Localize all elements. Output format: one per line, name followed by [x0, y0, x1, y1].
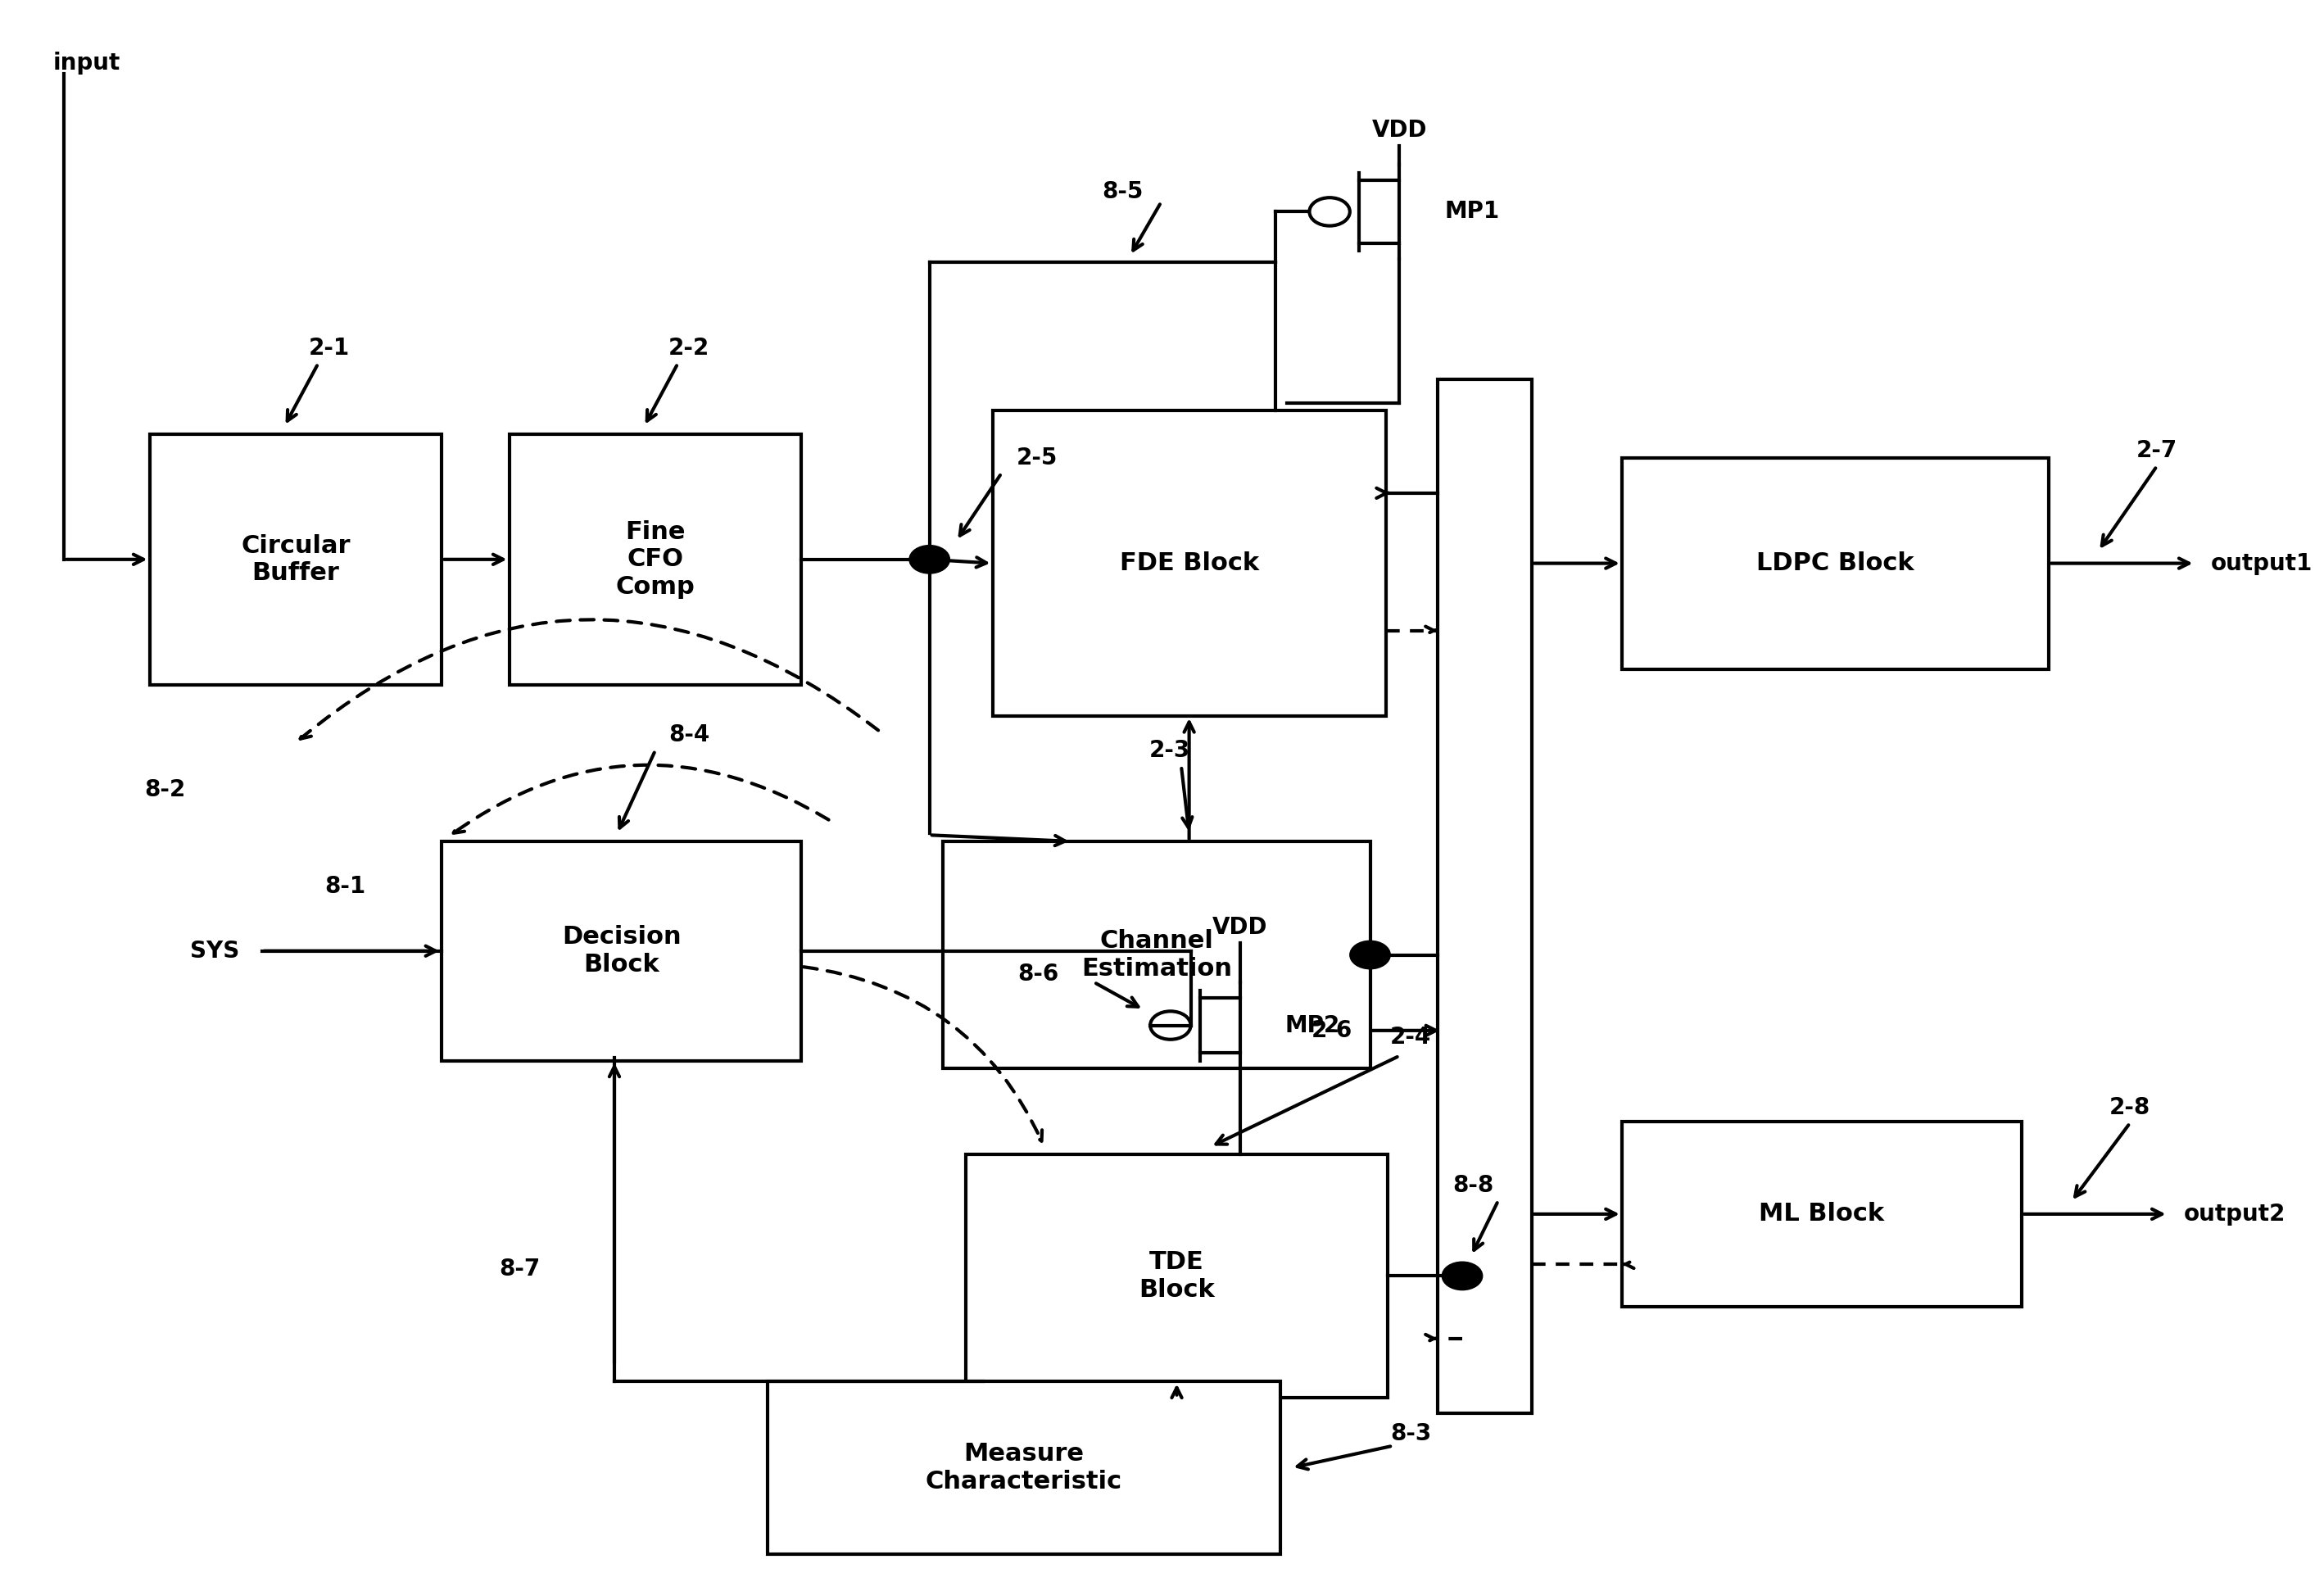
FancyBboxPatch shape — [1622, 1122, 2022, 1307]
Text: 8-7: 8-7 — [500, 1257, 541, 1280]
FancyBboxPatch shape — [509, 434, 802, 684]
Text: MP2: MP2 — [1285, 1015, 1341, 1037]
Text: VDD: VDD — [1213, 915, 1269, 939]
Text: 8-2: 8-2 — [144, 779, 186, 801]
Text: Circular
Buffer: Circular Buffer — [242, 533, 351, 585]
Text: FDE Block: FDE Block — [1120, 552, 1260, 576]
FancyBboxPatch shape — [442, 842, 802, 1060]
FancyBboxPatch shape — [767, 1381, 1281, 1554]
Text: LDPC Block: LDPC Block — [1757, 552, 1915, 576]
Text: 8-6: 8-6 — [1018, 963, 1057, 986]
Text: 2-5: 2-5 — [1018, 447, 1057, 469]
Text: TDE
Block: TDE Block — [1139, 1251, 1215, 1301]
Text: input: input — [53, 52, 121, 74]
Text: 2-7: 2-7 — [2136, 439, 2178, 462]
Text: output1: output1 — [2210, 552, 2312, 574]
FancyBboxPatch shape — [1439, 379, 1532, 1413]
Text: 2-4: 2-4 — [1390, 1026, 1432, 1049]
Text: 8-3: 8-3 — [1390, 1422, 1432, 1444]
Circle shape — [1350, 941, 1390, 969]
Text: 2-3: 2-3 — [1148, 739, 1190, 761]
Circle shape — [909, 546, 951, 574]
Text: Fine
CFO
Comp: Fine CFO Comp — [616, 521, 695, 599]
Text: Decision
Block: Decision Block — [562, 925, 681, 977]
Text: Channel
Estimation: Channel Estimation — [1081, 930, 1232, 980]
FancyBboxPatch shape — [1622, 458, 2050, 669]
FancyBboxPatch shape — [964, 1155, 1387, 1397]
Text: 8-5: 8-5 — [1102, 179, 1143, 203]
Text: 2-1: 2-1 — [309, 337, 351, 360]
Text: 8-1: 8-1 — [325, 875, 365, 898]
FancyBboxPatch shape — [944, 842, 1371, 1068]
Text: MP1: MP1 — [1443, 200, 1499, 223]
Circle shape — [1441, 1262, 1483, 1290]
FancyBboxPatch shape — [149, 434, 442, 684]
Text: VDD: VDD — [1371, 120, 1427, 142]
Text: 8-4: 8-4 — [669, 724, 709, 746]
Text: Measure
Characteristic: Measure Characteristic — [925, 1442, 1122, 1493]
Text: 2-8: 2-8 — [2110, 1096, 2150, 1118]
Text: SYS: SYS — [191, 939, 239, 963]
Text: ML Block: ML Block — [1759, 1202, 1885, 1225]
FancyBboxPatch shape — [992, 411, 1385, 716]
Text: 2-2: 2-2 — [669, 337, 709, 360]
Text: 2-6: 2-6 — [1311, 1019, 1353, 1041]
Text: output2: output2 — [2185, 1203, 2287, 1225]
Text: 8-8: 8-8 — [1452, 1173, 1494, 1197]
